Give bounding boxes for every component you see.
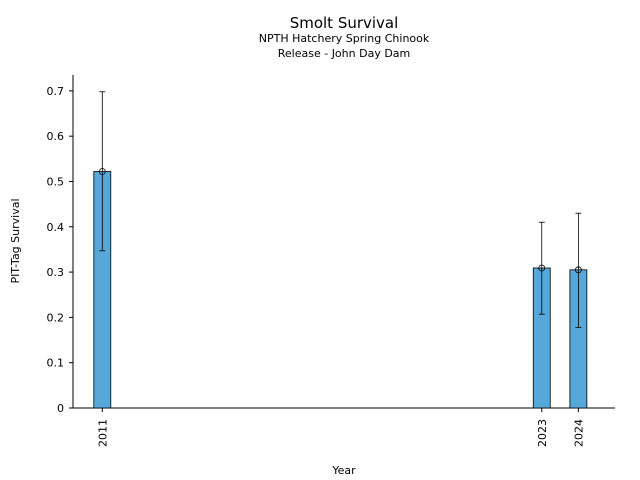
y-tick-label: 0.4	[47, 221, 65, 234]
y-tick-label: 0	[57, 402, 64, 415]
x-tick-label: 2011	[96, 419, 109, 447]
x-axis-label: Year	[331, 464, 356, 477]
plot-area: 0 0.1 0.2 0.3 0.4 0.5 0.6 0.7 2011 2023 2024	[47, 75, 615, 447]
y-tick-label: 0.2	[47, 311, 65, 324]
y-tick-label: 0.5	[47, 175, 65, 188]
y-axis-label: PIT-Tag Survival	[9, 198, 22, 283]
x-tick-label: 2023	[536, 419, 549, 447]
chart-subtitle-line-2: Release - John Day Dam	[278, 47, 411, 60]
point-marker	[574, 266, 582, 274]
y-tick-label: 0.7	[47, 85, 65, 98]
point-marker	[98, 168, 106, 175]
point-marker	[538, 264, 546, 272]
chart-title: Smolt Survival	[290, 14, 399, 32]
y-tick-label: 0.6	[47, 130, 65, 143]
y-tick-label: 0.1	[47, 357, 65, 370]
x-tick-label: 2024	[572, 419, 585, 447]
chart-subtitle-line-1: NPTH Hatchery Spring Chinook	[259, 32, 430, 45]
y-tick-label: 0.3	[47, 266, 65, 279]
